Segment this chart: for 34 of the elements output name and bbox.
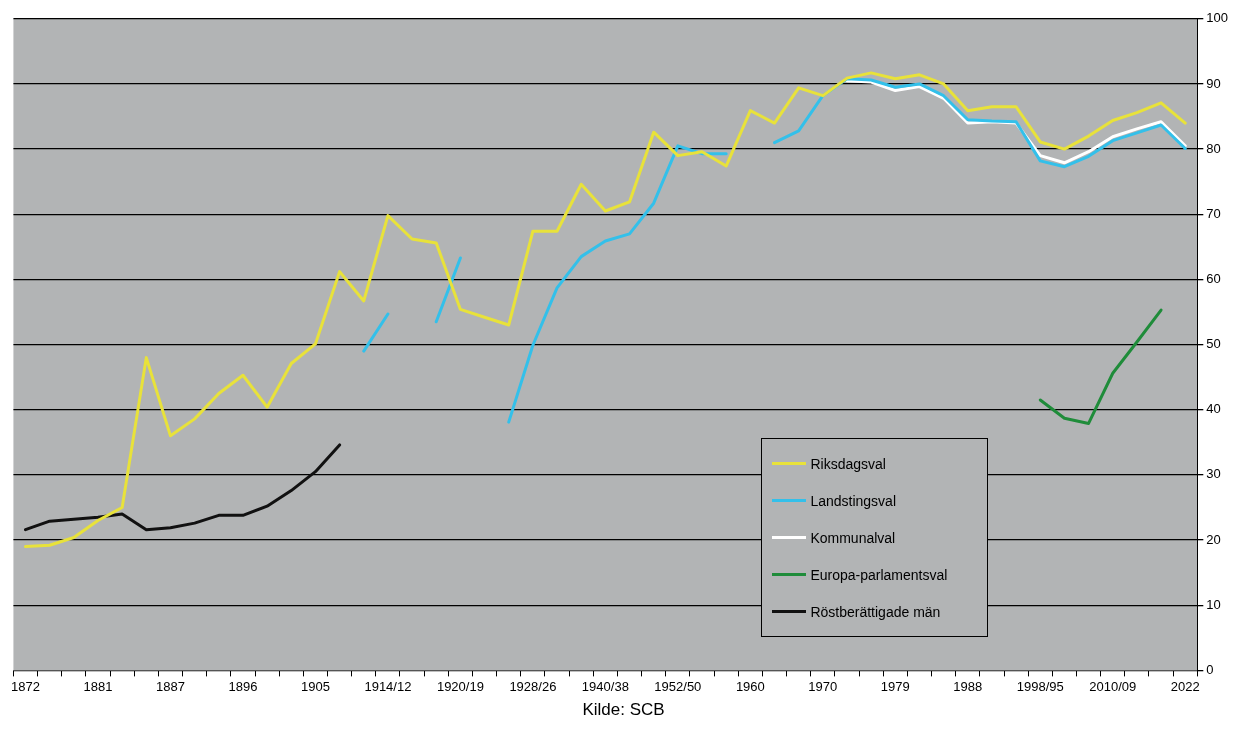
y-tick-label: 50 [1206,336,1221,352]
y-tick-label: 40 [1206,401,1221,417]
y-tick-label: 0 [1206,661,1214,677]
legend-label: Kommunalval [810,529,896,546]
x-tick-label: 1872 [11,678,40,694]
y-tick-label: 10 [1206,596,1221,612]
text: Kilde: SCB [581,700,666,720]
x-tick-label: 1960 [735,678,765,694]
legend-label: Röstberättigade män [810,603,941,620]
y-tick-label: 80 [1206,140,1221,156]
x-tick-label: 1914/12 [364,678,412,694]
x-tick-label: 2010/09 [1089,678,1137,694]
x-tick-label: 1998/95 [1016,678,1064,694]
x-tick-label: 1928/26 [509,678,557,694]
x-tick-label: 1952/50 [654,678,702,694]
x-tick-label: 1896 [228,678,258,694]
y-tick-label: 70 [1206,205,1221,221]
y-tick-label: 100 [1206,10,1229,26]
x-tick-label: 1988 [953,678,983,694]
y-tick-label: 30 [1206,466,1221,482]
y-tick-label: 90 [1206,75,1221,91]
x-tick-label: 1979 [880,678,910,694]
legend-label: Europa-parlamentsval [810,566,948,583]
x-tick-label: 1940/38 [581,678,629,694]
x-tick-label: 1881 [83,678,113,694]
x-tick-label: 2022 [1170,678,1200,694]
legend-label: Riksdagsval [810,455,886,472]
x-tick-label: 1887 [156,678,185,694]
y-tick-label: 20 [1206,531,1221,547]
legend-label: Landstingsval [810,492,897,509]
x-tick-label: 1905 [300,678,330,694]
y-tick-label: 60 [1206,271,1221,287]
x-tick-label: 1920/19 [436,678,484,694]
x-tick-label: 1970 [808,678,838,694]
